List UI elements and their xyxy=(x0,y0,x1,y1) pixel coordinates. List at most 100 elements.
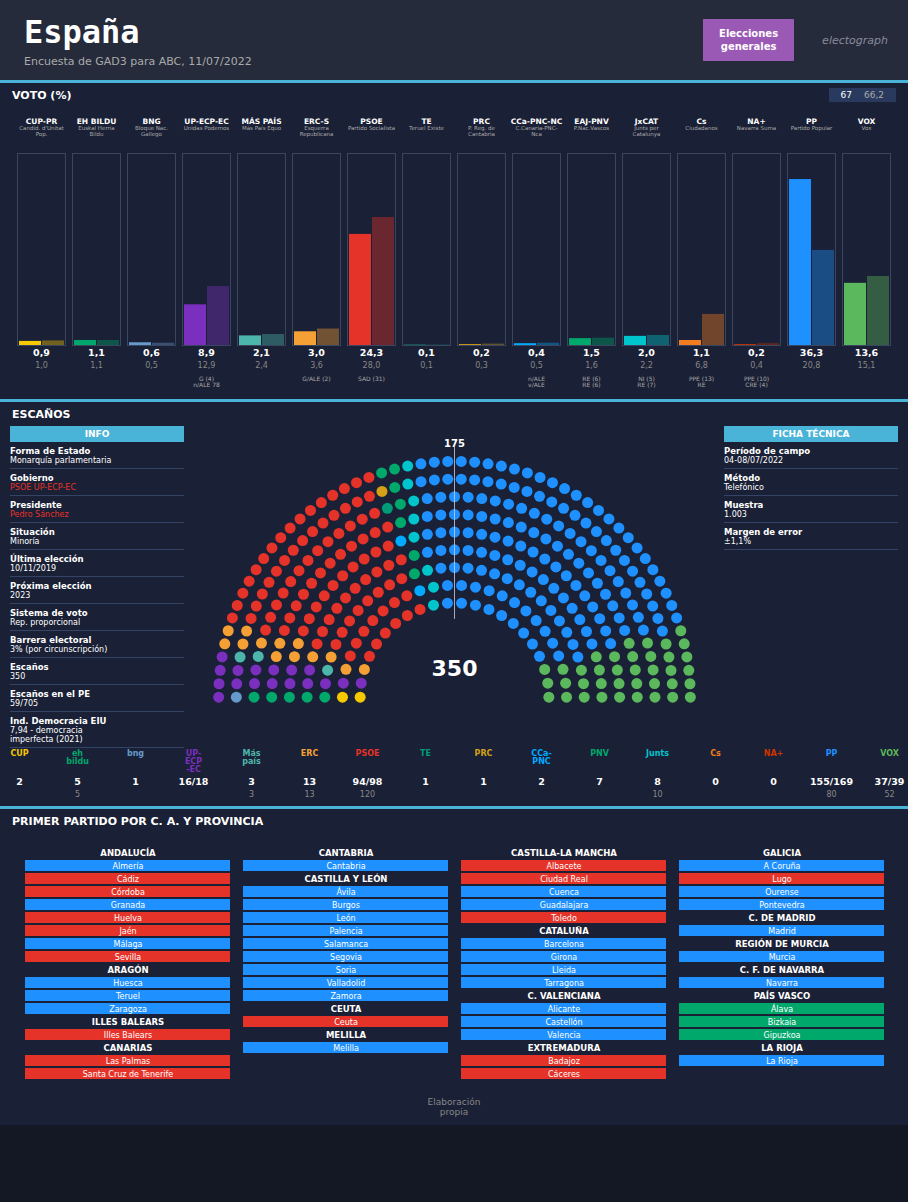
svg-text:Toledo: Toledo xyxy=(550,914,577,923)
svg-text:3: 3 xyxy=(248,776,255,787)
svg-text:6,8: 6,8 xyxy=(695,361,708,370)
svg-text:Girona: Girona xyxy=(551,953,578,962)
svg-text:Badajoz: Badajoz xyxy=(548,1057,580,1066)
svg-text:Lleida: Lleida xyxy=(552,966,576,975)
svg-text:10: 10 xyxy=(652,790,662,799)
svg-text:2,0: 2,0 xyxy=(638,347,655,358)
svg-text:Bloque Nac.Gallego: Bloque Nac.Gallego xyxy=(135,125,168,138)
svg-text:175: 175 xyxy=(444,438,465,449)
svg-text:NI (5)RE (7): NI (5)RE (7) xyxy=(637,375,655,388)
svg-text:Tarragona: Tarragona xyxy=(543,979,584,988)
svg-text:PSOE: PSOE xyxy=(356,749,380,758)
svg-text:13: 13 xyxy=(303,776,316,787)
svg-text:52: 52 xyxy=(884,790,894,799)
svg-text:ILLES BALEARS: ILLES BALEARS xyxy=(92,1017,164,1027)
svg-text:EH BILDU: EH BILDU xyxy=(77,117,117,126)
svg-text:Navarra: Navarra xyxy=(766,979,798,988)
svg-text:Cs: Cs xyxy=(710,749,721,758)
svg-text:Burgos: Burgos xyxy=(332,901,360,910)
svg-text:PAÍS VASCO: PAÍS VASCO xyxy=(754,990,810,1001)
svg-text:SAD (31): SAD (31) xyxy=(358,375,385,382)
svg-text:C.Canaria-PNC-Nca: C.Canaria-PNC-Nca xyxy=(515,125,557,137)
svg-text:C. VALENCIANA: C. VALENCIANA xyxy=(527,991,600,1001)
svg-text:0,4: 0,4 xyxy=(528,347,545,358)
svg-text:Melilla: Melilla xyxy=(333,1044,359,1053)
svg-text:CUP: CUP xyxy=(10,749,28,758)
svg-text:Álava: Álava xyxy=(771,1003,793,1014)
svg-text:Ciudadanos: Ciudadanos xyxy=(685,125,717,131)
svg-text:Almería: Almería xyxy=(113,862,144,871)
svg-text:PPE (10)CRE (4): PPE (10)CRE (4) xyxy=(744,375,769,388)
svg-text:2: 2 xyxy=(16,776,23,787)
svg-text:ERC: ERC xyxy=(301,749,319,758)
svg-text:BNG: BNG xyxy=(142,117,160,126)
svg-text:EsquerraRepublicana: EsquerraRepublicana xyxy=(300,125,334,138)
svg-text:Ávila: Ávila xyxy=(336,886,355,897)
svg-text:1,5: 1,5 xyxy=(583,347,600,358)
svg-text:ANDALUCÍA: ANDALUCÍA xyxy=(100,847,156,858)
svg-text:3,6: 3,6 xyxy=(310,361,323,370)
svg-text:Segovia: Segovia xyxy=(330,953,362,962)
svg-text:CASTILLA-LA MANCHA: CASTILLA-LA MANCHA xyxy=(511,848,617,858)
svg-text:1,1: 1,1 xyxy=(90,361,103,370)
svg-text:CASTILLA Y LEÓN: CASTILLA Y LEÓN xyxy=(305,873,388,884)
svg-text:Valladolid: Valladolid xyxy=(327,979,366,988)
svg-text:G (4)n/ALE 78: G (4)n/ALE 78 xyxy=(193,375,220,388)
svg-text:REGIÓN DE MURCIA: REGIÓN DE MURCIA xyxy=(735,938,829,949)
svg-text:37/39: 37/39 xyxy=(875,776,905,787)
svg-text:Soria: Soria xyxy=(336,966,356,975)
svg-text:bng: bng xyxy=(127,749,144,758)
svg-text:2: 2 xyxy=(538,776,545,787)
svg-text:1: 1 xyxy=(480,776,487,787)
svg-text:0,4: 0,4 xyxy=(750,361,763,370)
svg-text:Zaragoza: Zaragoza xyxy=(109,1005,147,1014)
svg-text:Salamanca: Salamanca xyxy=(324,940,368,949)
svg-text:8: 8 xyxy=(654,776,661,787)
svg-text:Cs: Cs xyxy=(697,117,708,126)
svg-text:0,9: 0,9 xyxy=(33,347,50,358)
svg-text:Candid. d'UnitatPop.: Candid. d'UnitatPop. xyxy=(19,125,64,138)
svg-text:1,0: 1,0 xyxy=(35,361,48,370)
svg-text:CEUTA: CEUTA xyxy=(331,1004,362,1014)
svg-text:1,1: 1,1 xyxy=(88,347,105,358)
svg-text:15,1: 15,1 xyxy=(858,361,876,370)
svg-text:Ciudad Real: Ciudad Real xyxy=(540,875,588,884)
svg-text:Illes Balears: Illes Balears xyxy=(104,1031,152,1040)
svg-text:Barcelona: Barcelona xyxy=(544,940,584,949)
svg-text:NA+: NA+ xyxy=(747,117,765,126)
svg-text:13,6: 13,6 xyxy=(855,347,879,358)
svg-text:LA RIOJA: LA RIOJA xyxy=(761,1043,803,1053)
svg-text:3,0: 3,0 xyxy=(308,347,325,358)
svg-text:80: 80 xyxy=(826,790,836,799)
svg-text:5: 5 xyxy=(75,790,80,799)
svg-text:Las Palmas: Las Palmas xyxy=(106,1057,151,1066)
svg-text:VOX: VOX xyxy=(858,117,876,126)
svg-text:Junts perCatalunya: Junts perCatalunya xyxy=(633,125,661,138)
svg-text:2,1: 2,1 xyxy=(253,347,270,358)
svg-text:Lugo: Lugo xyxy=(772,875,791,884)
svg-text:28,0: 28,0 xyxy=(363,361,381,370)
svg-text:Más País Equo: Más País Equo xyxy=(242,125,282,132)
svg-text:Teruel Existe: Teruel Existe xyxy=(408,125,444,131)
svg-text:Huelva: Huelva xyxy=(114,914,142,923)
svg-text:NA+: NA+ xyxy=(764,749,784,758)
svg-text:CCa-PNC-NC: CCa-PNC-NC xyxy=(511,117,563,126)
svg-text:Córdoba: Córdoba xyxy=(111,887,145,897)
svg-text:13: 13 xyxy=(304,790,314,799)
svg-text:Cantabria: Cantabria xyxy=(326,862,365,871)
svg-text:Madrid: Madrid xyxy=(768,927,795,936)
svg-text:0,1: 0,1 xyxy=(420,361,433,370)
svg-text:CANARIAS: CANARIAS xyxy=(104,1043,153,1053)
svg-text:Ourense: Ourense xyxy=(765,888,799,897)
svg-text:RE (6)RE (6): RE (6)RE (6) xyxy=(582,375,600,388)
svg-text:0,3: 0,3 xyxy=(475,361,488,370)
svg-text:PRC: PRC xyxy=(475,749,493,758)
svg-text:La Rioja: La Rioja xyxy=(766,1057,798,1066)
svg-text:Sevilla: Sevilla xyxy=(115,953,141,962)
svg-text:UP-ECP-EC: UP-ECP-EC xyxy=(184,117,229,126)
svg-text:C. DE MADRID: C. DE MADRID xyxy=(748,913,815,923)
svg-text:CCa-PNC: CCa-PNC xyxy=(531,749,551,766)
svg-text:1: 1 xyxy=(132,776,139,787)
svg-text:3: 3 xyxy=(249,790,254,799)
svg-text:CUP-PR: CUP-PR xyxy=(26,117,58,126)
